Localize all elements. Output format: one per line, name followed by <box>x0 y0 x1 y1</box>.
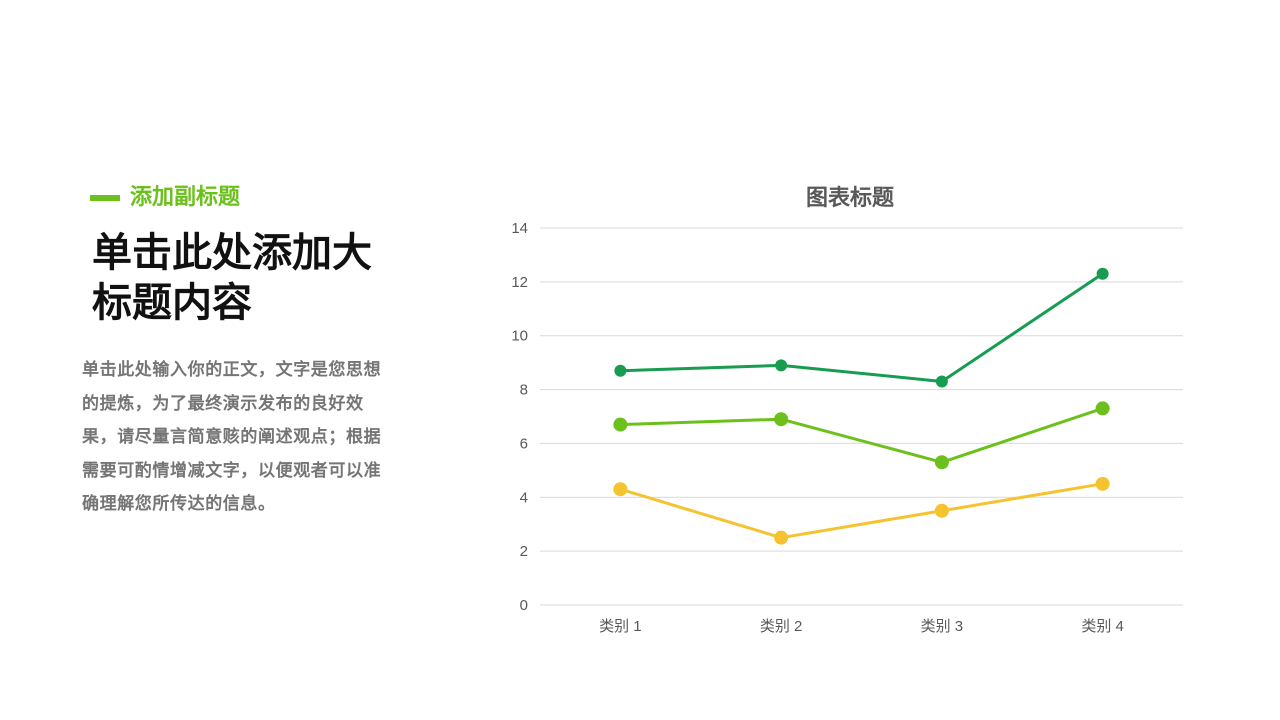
series-3-point-4 <box>1095 476 1110 491</box>
series-1-point-2 <box>775 359 788 372</box>
y-tick-label-10: 10 <box>511 328 528 345</box>
series-3-point-3 <box>934 503 949 518</box>
series-1-point-1 <box>614 364 627 377</box>
text-panel: 添加副标题 单击此处添加大标题内容 单击此处输入你的正文，文字是您思想的提炼，为… <box>82 180 402 522</box>
x-tick-label-3: 类别 3 <box>921 618 964 635</box>
series-3-point-2 <box>774 530 789 545</box>
chart-title: 图表标题 <box>805 186 894 211</box>
x-tick-label-2: 类别 2 <box>760 618 803 635</box>
series-1-point-4 <box>1096 267 1109 280</box>
subtitle-accent-bar <box>90 195 120 201</box>
series-3-line <box>619 482 1103 540</box>
x-tick-label-1: 类别 1 <box>599 618 642 635</box>
y-tick-label-2: 2 <box>520 543 528 560</box>
series-2-point-1 <box>613 417 628 432</box>
series-2-point-3 <box>934 455 949 470</box>
series-2-line <box>620 406 1104 464</box>
line-chart: 0 2 4 6 8 10 12 14 类别 1 类别 2 类别 3 类别 4 <box>511 220 1183 635</box>
subtitle-row: 添加副标题 <box>90 180 402 216</box>
series-1-point-3 <box>935 375 948 388</box>
chart-area: 0 2 4 6 8 10 12 14 类别 1 类别 2 类别 3 类别 4 图表标题 <box>480 160 1220 660</box>
series-2-point-4 <box>1095 401 1110 416</box>
body-text: 单击此处输入你的正文，文字是您思想的提炼，为了最终演示发布的良好效果，请尽量言简… <box>82 360 382 514</box>
page-title: 单击此处添加大标题内容 <box>92 230 372 326</box>
subtitle: 添加副标题 <box>130 185 241 210</box>
series-3-point-1 <box>613 482 628 497</box>
y-tick-label-6: 6 <box>520 435 528 452</box>
y-tick-label-14: 14 <box>511 220 528 237</box>
x-tick-label-4: 类别 4 <box>1081 618 1124 635</box>
y-tick-label-8: 8 <box>520 382 528 399</box>
series-1-line <box>620 272 1104 383</box>
series-2-point-2 <box>774 412 789 427</box>
y-tick-label-12: 12 <box>511 274 528 291</box>
y-tick-label-0: 0 <box>520 597 528 614</box>
y-tick-label-4: 4 <box>520 489 528 506</box>
